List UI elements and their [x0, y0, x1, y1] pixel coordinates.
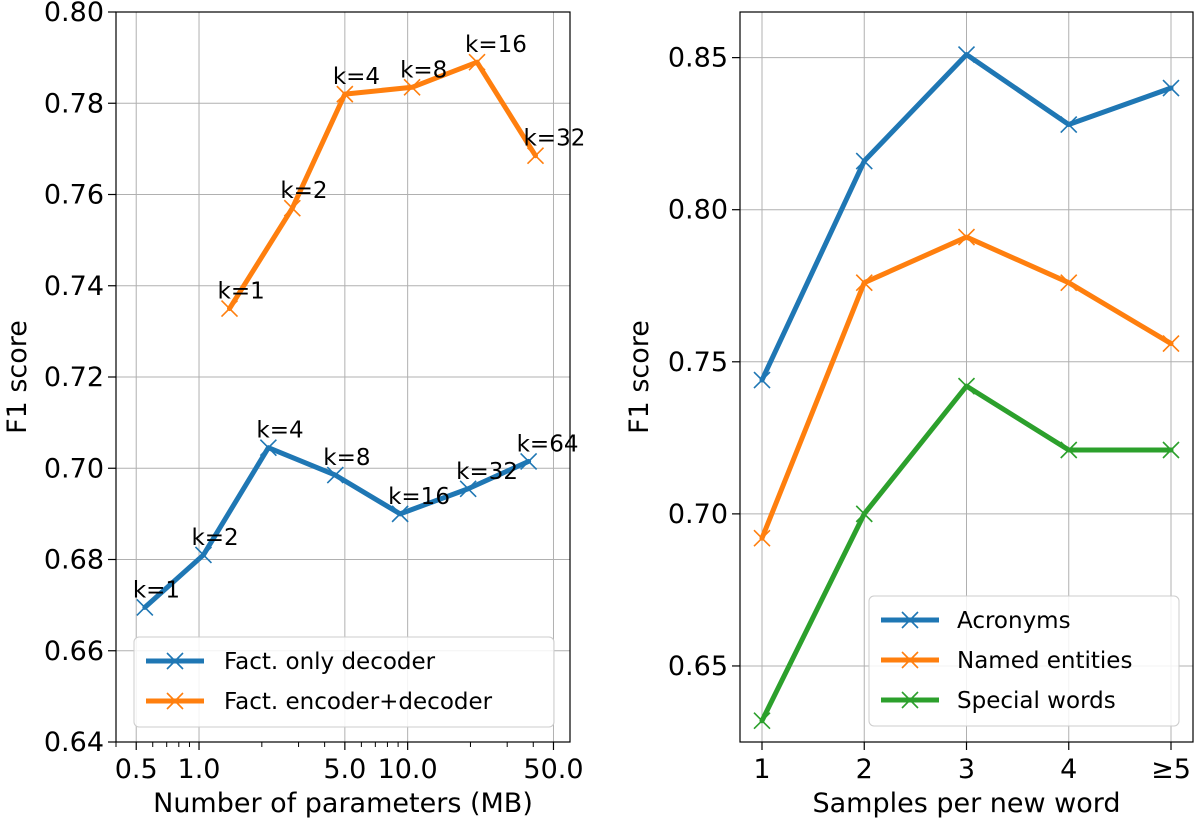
point-label: k=16 — [388, 484, 450, 510]
data-point-marker — [220, 299, 239, 318]
x-tick-label: 1.0 — [178, 754, 221, 785]
y-tick-label: 0.85 — [668, 43, 728, 74]
point-label: k=4 — [333, 64, 380, 90]
data-point-marker — [459, 480, 477, 498]
data-point-marker — [336, 85, 354, 103]
x-tick-label: 5.0 — [323, 754, 366, 785]
x-tick-label: 4 — [1060, 754, 1077, 785]
data-point-marker — [957, 228, 976, 246]
data-point-marker — [136, 598, 154, 616]
chart-left-parameters: k=1k=2k=4k=8k=16k=32k=64k=1k=2k=4 k=8k=16… — [2, 0, 585, 819]
y-tick-label: 0.72 — [44, 362, 104, 393]
data-point-marker — [1162, 441, 1180, 459]
y-tick-label: 0.80 — [44, 0, 104, 28]
data-point-marker — [957, 377, 976, 395]
data-point-marker — [520, 452, 538, 470]
data-point-marker — [1060, 274, 1078, 292]
x-tick-label: 2 — [856, 754, 873, 785]
y-tick-label: 0.74 — [44, 271, 104, 302]
point-label: k=1 — [218, 279, 265, 305]
data-point-marker — [1162, 79, 1180, 97]
point-label: k=2 — [280, 178, 327, 204]
data-point-marker — [855, 152, 873, 170]
legend-marker — [166, 652, 184, 670]
data-point-marker — [259, 439, 277, 457]
legend-label: Fact. encoder+decoder — [224, 689, 493, 715]
data-point-marker — [753, 371, 771, 389]
point-label: k=32 — [523, 126, 585, 152]
y-tick-label: 0.75 — [668, 347, 728, 378]
x-axis-label: Samples per new word — [812, 788, 1120, 819]
y-tick-label: 0.78 — [44, 88, 104, 119]
x-tick-label: 0.5 — [115, 754, 158, 785]
data-point-marker — [283, 199, 301, 217]
y-tick-label: 0.70 — [44, 453, 104, 484]
chart-right-samples: 0.65 0.70 0.75 0.80 0.85 1 2 3 4 ≥5 Samples per ne… — [624, 11, 1194, 819]
data-point-marker — [468, 53, 486, 71]
data-point-marker — [855, 274, 873, 292]
legend-label: Acronyms — [957, 608, 1071, 634]
legend-label: Special words — [957, 688, 1116, 714]
y-axis-label: F1 score — [2, 320, 33, 434]
x-tick-label: 50.0 — [523, 754, 583, 785]
legend-marker — [901, 651, 919, 669]
data-point-marker — [957, 46, 976, 64]
data-point-marker — [194, 546, 213, 564]
y-tick-label: 0.65 — [668, 651, 728, 682]
y-tick-label: 0.66 — [44, 636, 104, 667]
data-point-marker — [753, 712, 771, 730]
point-label: k=32 — [456, 459, 518, 485]
point-label: k=8 — [400, 57, 447, 83]
data-point-marker — [855, 505, 873, 523]
data-point-marker — [1060, 441, 1078, 459]
y-axis-label: F1 score — [624, 320, 655, 434]
legend-box — [133, 636, 555, 728]
x-tick-label: ≥5 — [1151, 754, 1191, 785]
x-tick-label: 3 — [958, 754, 975, 785]
legend-label: Fact. only decoder — [224, 649, 436, 675]
legend-box — [868, 595, 1180, 727]
data-point-marker — [1060, 115, 1078, 134]
point-label: k=8 — [323, 445, 370, 471]
point-label: k=4 — [256, 418, 303, 444]
point-label: k=1 — [133, 577, 180, 603]
y-tick-label: 0.76 — [44, 180, 104, 211]
data-point-marker — [526, 147, 545, 165]
point-label: k=16 — [465, 32, 527, 58]
legend-marker — [901, 611, 919, 629]
series-line-fact-encoder-decoder — [227, 59, 538, 312]
y-tick-label: 0.70 — [668, 499, 728, 530]
y-tick-label: 0.64 — [44, 727, 104, 758]
x-axis-label: Number of parameters (MB) — [153, 788, 533, 819]
y-tick-label: 0.68 — [44, 545, 104, 576]
data-point-marker — [391, 505, 409, 523]
x-tick-label: 1 — [753, 754, 770, 785]
x-tick-label: 10.0 — [378, 754, 438, 785]
point-label: k=2 — [191, 525, 238, 551]
data-point-marker — [1162, 334, 1180, 353]
point-label: k=64 — [517, 431, 579, 457]
y-tick-label: 0.80 — [668, 195, 728, 226]
data-point-marker — [403, 78, 421, 96]
data-point-marker — [753, 529, 771, 547]
legend-marker — [166, 692, 184, 710]
data-point-marker — [326, 466, 344, 484]
legend-label: Named entities — [957, 648, 1132, 674]
legend-marker — [901, 691, 919, 709]
